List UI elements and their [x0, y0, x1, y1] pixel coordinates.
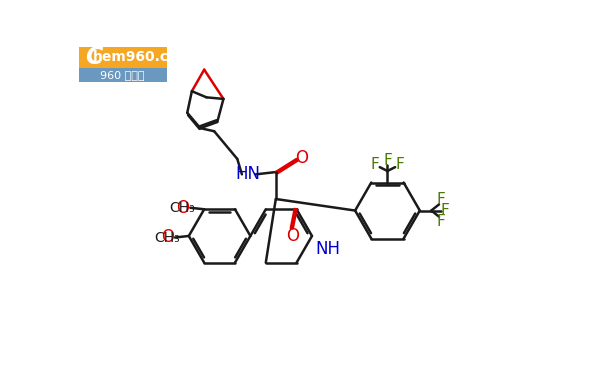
Text: F: F	[441, 203, 450, 218]
Text: F: F	[436, 214, 445, 229]
Text: F: F	[383, 153, 392, 168]
Text: F: F	[371, 158, 379, 172]
FancyBboxPatch shape	[79, 46, 167, 68]
Text: CH₃: CH₃	[154, 231, 180, 244]
Text: HN: HN	[235, 165, 261, 183]
Text: NH: NH	[316, 240, 341, 258]
Text: F: F	[396, 158, 404, 172]
Text: O: O	[286, 227, 299, 245]
Text: C: C	[85, 45, 102, 69]
FancyBboxPatch shape	[79, 68, 167, 82]
Text: O: O	[295, 149, 308, 167]
Text: 960 化工网: 960 化工网	[100, 70, 145, 80]
Text: hem960.com: hem960.com	[93, 50, 192, 64]
Text: CH₃: CH₃	[169, 201, 195, 215]
Text: O: O	[176, 199, 189, 217]
Text: O: O	[161, 228, 174, 246]
Text: F: F	[436, 192, 445, 207]
